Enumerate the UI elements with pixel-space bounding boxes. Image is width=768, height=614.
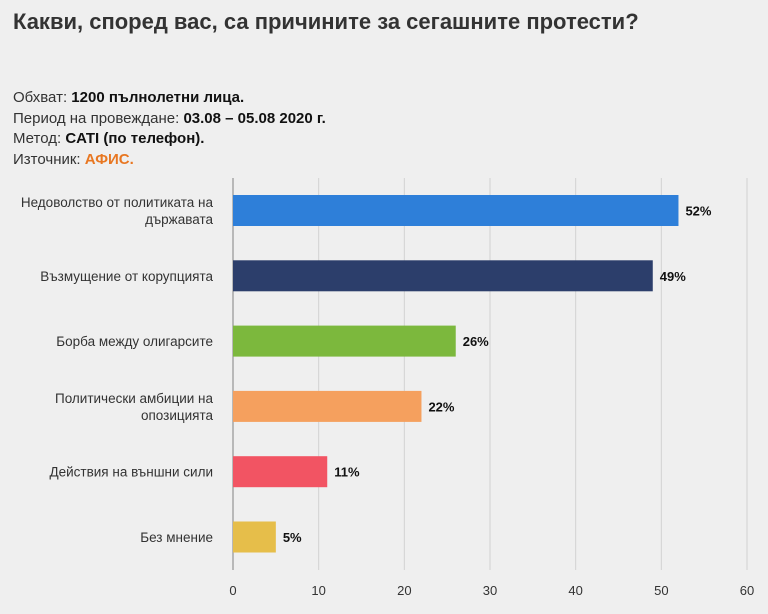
source-value: АФИС.	[84, 150, 134, 168]
source-row: Източник: АФИС.	[13, 150, 326, 171]
data-label: 49%	[660, 269, 686, 284]
bar	[233, 521, 276, 553]
bar	[233, 195, 679, 226]
x-tick-label: 20	[397, 583, 411, 598]
data-label: 26%	[463, 334, 489, 349]
chart-title: Какви, според вас, са причините за сегаш…	[13, 9, 639, 34]
scope-value: 1200 пълнолетни лица.	[71, 89, 245, 106]
x-tick-label: 40	[568, 583, 582, 598]
scope-label: Обхват:	[13, 89, 68, 106]
method-label: Метод:	[13, 130, 62, 147]
category-label: Недоволство от политиката на държавата	[21, 195, 214, 227]
x-tick-label: 60	[740, 583, 754, 598]
data-label: 11%	[334, 465, 360, 480]
bar	[233, 456, 328, 488]
data-label: 22%	[428, 399, 454, 414]
category-label: Борба между олигарсите	[56, 334, 213, 349]
source-label: Източник:	[13, 150, 81, 168]
x-tick-label: 50	[654, 583, 668, 598]
x-tick-label: 0	[229, 583, 236, 598]
period-label: Период на провеждане:	[13, 109, 180, 127]
x-tick-label: 30	[483, 583, 497, 598]
bar	[233, 325, 456, 357]
category-label: Без мнение	[140, 530, 213, 545]
category-label: Политически амбиции на опозицията	[55, 391, 213, 423]
bar	[233, 390, 422, 422]
x-tick-label: 10	[311, 583, 325, 598]
method-value: CATI (по телефон).	[65, 130, 205, 147]
data-label: 52%	[685, 204, 711, 219]
period-value: 03.08 – 05.08 2020 г.	[183, 109, 326, 127]
scope-row: Обхват: 1200 пълнолетни лица.	[13, 88, 326, 109]
data-label: 5%	[283, 530, 302, 545]
period-row: Период на провеждане: 03.08 – 05.08 2020…	[13, 109, 326, 130]
category-label: Действия на външни сили	[49, 465, 213, 480]
category-label: Възмущение от корупцията	[40, 269, 213, 284]
method-row: Метод: CATI (по телефон).	[13, 129, 326, 150]
bar	[233, 260, 653, 292]
survey-info: Обхват: 1200 пълнолетни лица. Период на …	[13, 88, 326, 170]
